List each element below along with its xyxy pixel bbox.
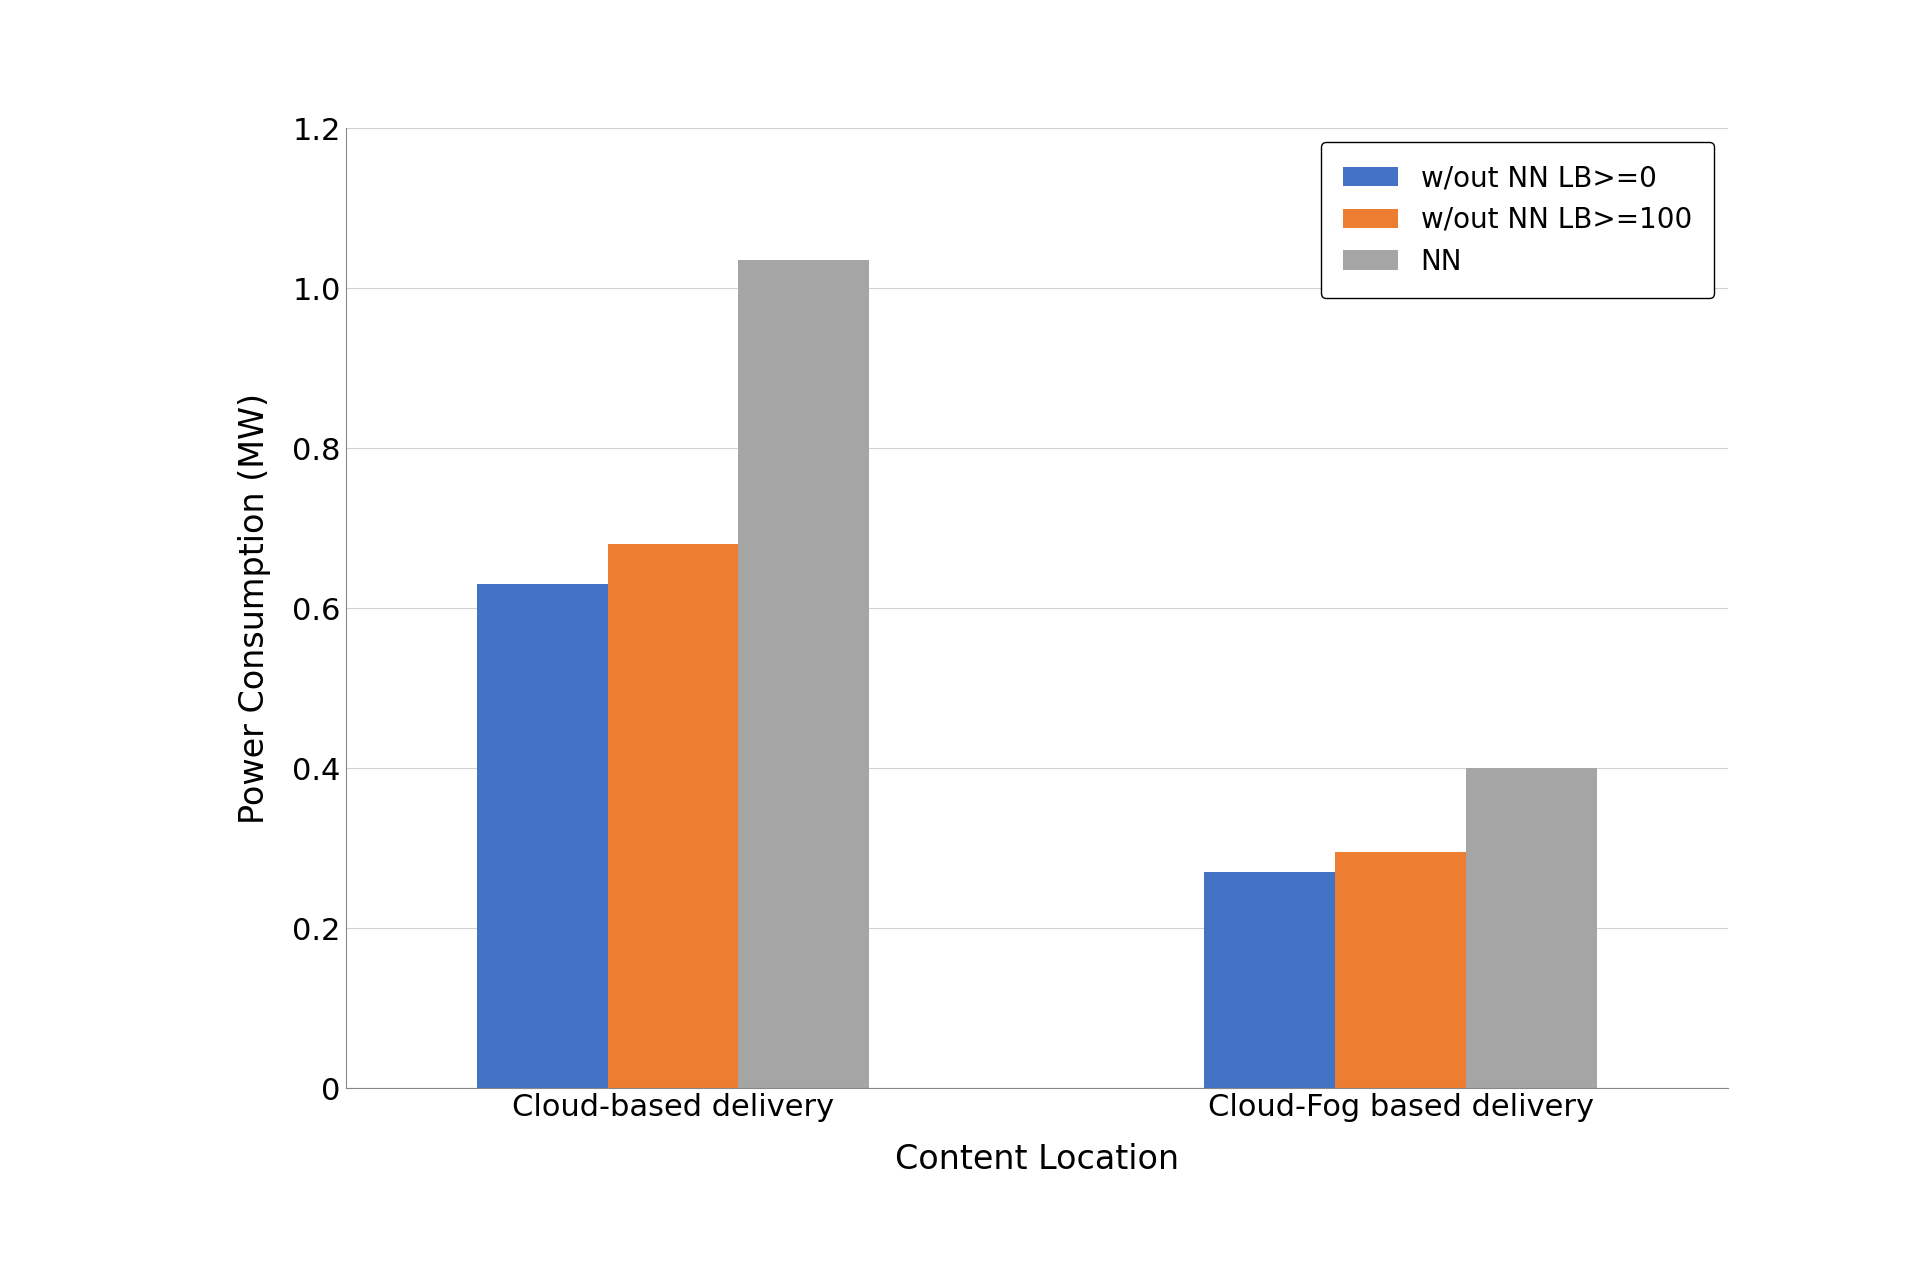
Bar [1204, 872, 1334, 1088]
Bar [1334, 852, 1467, 1088]
Legend: w/out NN LB>=0, w/out NN LB>=100, NN: w/out NN LB>=0, w/out NN LB>=100, NN [1321, 142, 1715, 298]
Bar [476, 584, 607, 1088]
Y-axis label: Power Consumption (MW): Power Consumption (MW) [238, 393, 271, 823]
X-axis label: Content Location: Content Location [895, 1143, 1179, 1176]
Bar [607, 544, 739, 1088]
Bar [739, 260, 870, 1088]
Bar [1467, 768, 1597, 1088]
